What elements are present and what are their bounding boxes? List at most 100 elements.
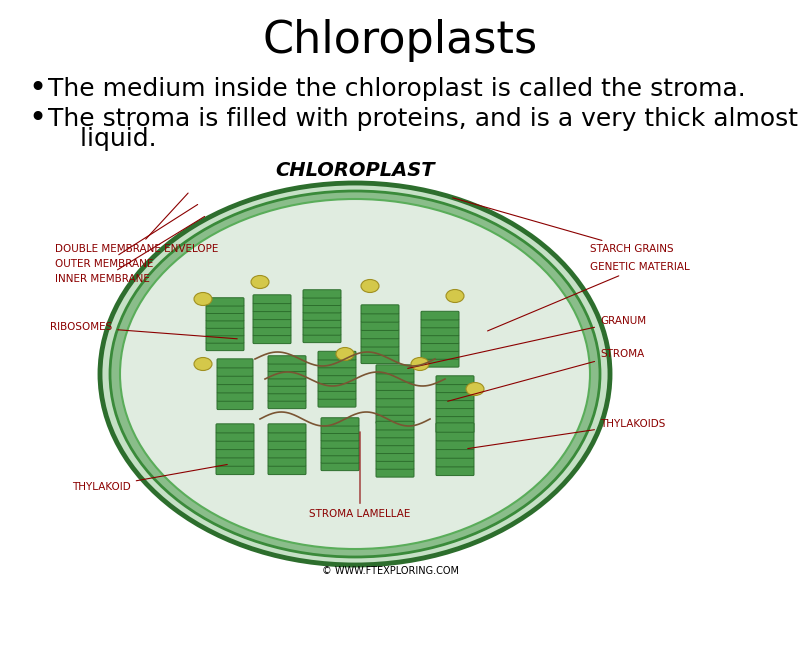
- Text: RIBOSOMES: RIBOSOMES: [50, 322, 238, 339]
- FancyBboxPatch shape: [303, 327, 341, 335]
- Text: Chloroplasts: Chloroplasts: [262, 19, 538, 62]
- FancyBboxPatch shape: [376, 406, 414, 415]
- Ellipse shape: [361, 280, 379, 293]
- FancyBboxPatch shape: [303, 304, 341, 313]
- FancyBboxPatch shape: [253, 295, 291, 304]
- FancyBboxPatch shape: [436, 384, 474, 393]
- FancyBboxPatch shape: [376, 365, 414, 374]
- Text: THYLAKOIDS: THYLAKOIDS: [468, 419, 666, 448]
- FancyBboxPatch shape: [206, 298, 244, 306]
- FancyBboxPatch shape: [206, 342, 244, 350]
- Text: The stroma is filled with proteins, and is a very thick almost solid: The stroma is filled with proteins, and …: [48, 107, 800, 131]
- FancyBboxPatch shape: [216, 449, 254, 458]
- FancyBboxPatch shape: [253, 319, 291, 328]
- FancyBboxPatch shape: [436, 408, 474, 417]
- Ellipse shape: [194, 358, 212, 371]
- Ellipse shape: [336, 347, 354, 360]
- Text: INNER MEMBRANE: INNER MEMBRANE: [55, 217, 205, 284]
- FancyBboxPatch shape: [376, 415, 414, 424]
- FancyBboxPatch shape: [303, 312, 341, 321]
- Ellipse shape: [446, 289, 464, 302]
- FancyBboxPatch shape: [253, 335, 291, 343]
- Text: GENETIC MATERIAL: GENETIC MATERIAL: [487, 262, 690, 331]
- FancyBboxPatch shape: [376, 389, 414, 398]
- Text: •: •: [28, 104, 46, 134]
- FancyBboxPatch shape: [217, 367, 253, 376]
- Ellipse shape: [100, 183, 610, 565]
- FancyBboxPatch shape: [361, 347, 399, 355]
- Ellipse shape: [120, 199, 590, 549]
- FancyBboxPatch shape: [436, 392, 474, 400]
- FancyBboxPatch shape: [376, 429, 414, 438]
- FancyBboxPatch shape: [216, 465, 254, 474]
- Text: liquid.: liquid.: [48, 127, 157, 151]
- FancyBboxPatch shape: [421, 350, 459, 360]
- FancyBboxPatch shape: [318, 398, 356, 407]
- FancyBboxPatch shape: [268, 449, 306, 458]
- Text: STROMA: STROMA: [448, 349, 644, 401]
- Ellipse shape: [251, 275, 269, 289]
- FancyBboxPatch shape: [376, 445, 414, 454]
- FancyBboxPatch shape: [376, 461, 414, 469]
- Ellipse shape: [110, 191, 600, 557]
- FancyBboxPatch shape: [253, 303, 291, 312]
- FancyBboxPatch shape: [376, 382, 414, 391]
- FancyBboxPatch shape: [436, 440, 474, 450]
- FancyBboxPatch shape: [217, 392, 253, 401]
- FancyBboxPatch shape: [216, 432, 254, 441]
- FancyBboxPatch shape: [376, 469, 414, 477]
- FancyBboxPatch shape: [216, 424, 254, 433]
- FancyBboxPatch shape: [206, 313, 244, 321]
- FancyBboxPatch shape: [268, 400, 306, 409]
- FancyBboxPatch shape: [321, 418, 359, 426]
- FancyBboxPatch shape: [361, 338, 399, 347]
- FancyBboxPatch shape: [321, 462, 359, 471]
- FancyBboxPatch shape: [303, 297, 341, 306]
- FancyBboxPatch shape: [216, 457, 254, 466]
- FancyBboxPatch shape: [318, 383, 356, 391]
- FancyBboxPatch shape: [268, 432, 306, 441]
- Text: The medium inside the chloroplast is called the stroma.: The medium inside the chloroplast is cal…: [48, 77, 746, 101]
- FancyBboxPatch shape: [376, 437, 414, 446]
- FancyBboxPatch shape: [206, 328, 244, 336]
- FancyBboxPatch shape: [436, 400, 474, 409]
- Ellipse shape: [194, 293, 212, 306]
- FancyBboxPatch shape: [268, 356, 306, 364]
- FancyBboxPatch shape: [321, 447, 359, 456]
- FancyBboxPatch shape: [436, 423, 474, 432]
- FancyBboxPatch shape: [376, 398, 414, 407]
- FancyBboxPatch shape: [268, 386, 306, 394]
- Ellipse shape: [411, 358, 429, 371]
- FancyBboxPatch shape: [268, 378, 306, 386]
- FancyBboxPatch shape: [318, 351, 356, 360]
- FancyBboxPatch shape: [318, 367, 356, 376]
- FancyBboxPatch shape: [303, 334, 341, 343]
- FancyBboxPatch shape: [268, 363, 306, 371]
- Text: •: •: [28, 75, 46, 103]
- FancyBboxPatch shape: [436, 376, 474, 385]
- FancyBboxPatch shape: [361, 313, 399, 322]
- FancyBboxPatch shape: [421, 335, 459, 343]
- FancyBboxPatch shape: [318, 375, 356, 384]
- FancyBboxPatch shape: [303, 289, 341, 298]
- FancyBboxPatch shape: [318, 359, 356, 368]
- FancyBboxPatch shape: [376, 373, 414, 382]
- Ellipse shape: [466, 382, 484, 395]
- Text: GRANUM: GRANUM: [408, 316, 646, 369]
- FancyBboxPatch shape: [436, 449, 474, 458]
- FancyBboxPatch shape: [216, 441, 254, 450]
- FancyBboxPatch shape: [268, 441, 306, 450]
- FancyBboxPatch shape: [321, 425, 359, 434]
- FancyBboxPatch shape: [361, 354, 399, 363]
- FancyBboxPatch shape: [268, 457, 306, 466]
- FancyBboxPatch shape: [436, 458, 474, 467]
- Text: CHLOROPLAST: CHLOROPLAST: [275, 162, 434, 180]
- FancyBboxPatch shape: [206, 305, 244, 313]
- FancyBboxPatch shape: [436, 466, 474, 476]
- FancyBboxPatch shape: [361, 321, 399, 330]
- FancyBboxPatch shape: [268, 465, 306, 474]
- FancyBboxPatch shape: [253, 327, 291, 336]
- Text: STROMA LAMELLAE: STROMA LAMELLAE: [310, 432, 410, 519]
- FancyBboxPatch shape: [376, 421, 414, 430]
- FancyBboxPatch shape: [268, 371, 306, 379]
